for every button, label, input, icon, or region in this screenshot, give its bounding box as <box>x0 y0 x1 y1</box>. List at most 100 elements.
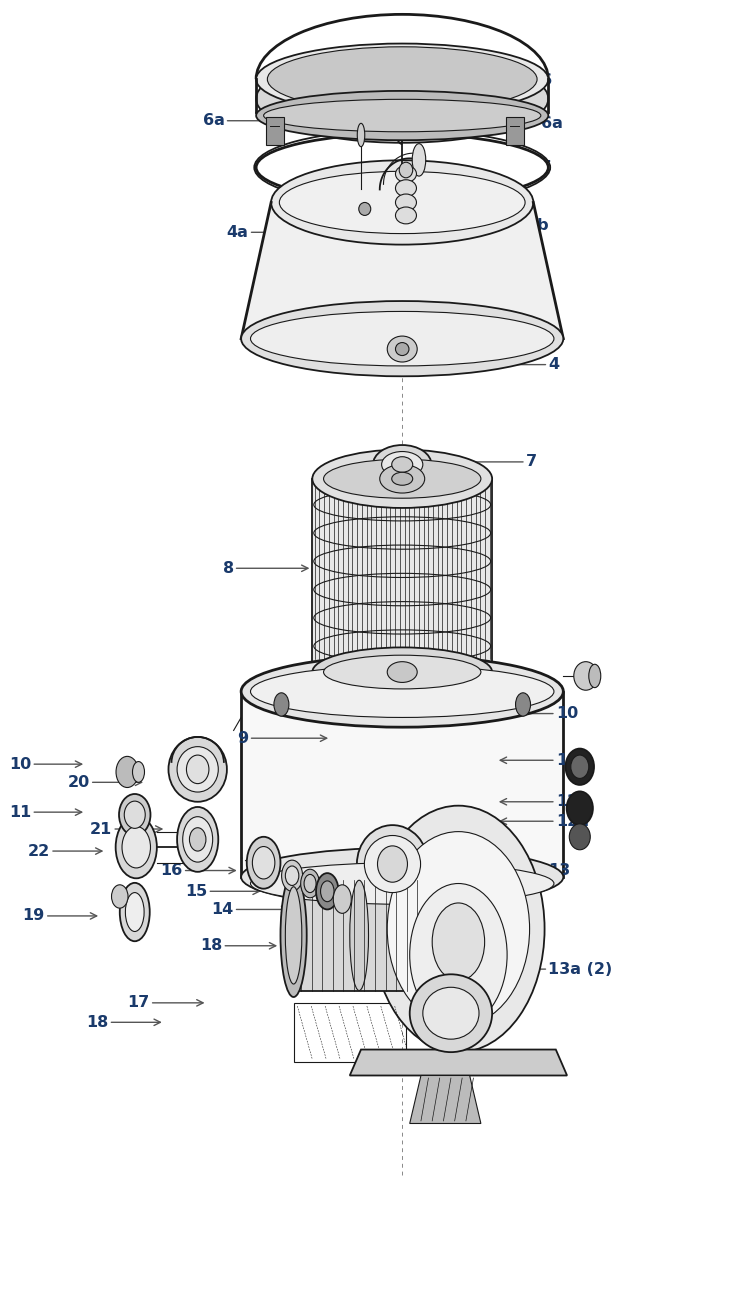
Polygon shape <box>312 478 492 672</box>
Polygon shape <box>241 692 563 878</box>
Ellipse shape <box>387 337 417 361</box>
Ellipse shape <box>574 662 598 690</box>
Ellipse shape <box>392 456 413 472</box>
Ellipse shape <box>120 883 150 941</box>
Ellipse shape <box>350 880 368 991</box>
Text: 1b: 1b <box>436 294 548 308</box>
Polygon shape <box>350 1049 567 1075</box>
Text: 5: 5 <box>468 160 552 176</box>
Ellipse shape <box>256 55 548 143</box>
Bar <box>293 880 425 991</box>
Text: 11: 11 <box>500 753 578 768</box>
Ellipse shape <box>378 846 408 883</box>
Ellipse shape <box>323 459 481 498</box>
Ellipse shape <box>132 762 144 783</box>
Ellipse shape <box>399 162 413 178</box>
Text: 15: 15 <box>185 884 259 898</box>
Text: 20: 20 <box>68 775 141 790</box>
Ellipse shape <box>381 451 423 477</box>
Ellipse shape <box>241 655 563 727</box>
Text: 10: 10 <box>9 757 82 772</box>
Ellipse shape <box>271 160 533 244</box>
Ellipse shape <box>372 806 544 1052</box>
Ellipse shape <box>281 861 302 892</box>
Text: 14: 14 <box>211 902 288 916</box>
Ellipse shape <box>396 207 417 224</box>
Text: 19: 19 <box>23 909 97 923</box>
Ellipse shape <box>250 863 554 905</box>
Ellipse shape <box>253 846 274 879</box>
Text: 12: 12 <box>500 794 578 810</box>
Ellipse shape <box>250 666 554 718</box>
Ellipse shape <box>357 826 428 903</box>
Text: 17: 17 <box>128 996 203 1010</box>
Ellipse shape <box>567 792 593 826</box>
Text: 6: 6 <box>470 73 552 88</box>
Ellipse shape <box>396 179 417 196</box>
Ellipse shape <box>241 848 563 906</box>
Ellipse shape <box>569 824 590 850</box>
Text: 4a: 4a <box>227 225 320 239</box>
Ellipse shape <box>396 165 417 182</box>
Ellipse shape <box>392 472 413 485</box>
Ellipse shape <box>410 884 507 1026</box>
Text: 6a: 6a <box>203 113 288 129</box>
Text: 4b: 4b <box>438 218 548 233</box>
Ellipse shape <box>241 302 563 376</box>
Ellipse shape <box>284 880 303 991</box>
Polygon shape <box>410 1075 481 1123</box>
Ellipse shape <box>316 874 338 910</box>
Text: 11: 11 <box>9 805 82 820</box>
Ellipse shape <box>190 828 206 852</box>
Ellipse shape <box>285 887 302 984</box>
Text: 6a: 6a <box>468 116 562 131</box>
Text: 13a (2): 13a (2) <box>461 962 613 976</box>
Text: 2: 2 <box>264 285 346 299</box>
Ellipse shape <box>126 893 144 932</box>
Ellipse shape <box>168 737 227 802</box>
Ellipse shape <box>387 662 417 683</box>
Ellipse shape <box>359 203 371 216</box>
Ellipse shape <box>119 794 150 836</box>
Ellipse shape <box>268 47 537 112</box>
Ellipse shape <box>304 875 316 893</box>
Ellipse shape <box>177 807 218 872</box>
Ellipse shape <box>247 837 280 889</box>
Ellipse shape <box>365 836 420 893</box>
Text: 1c: 1c <box>436 309 547 324</box>
Text: 1a: 1a <box>436 278 547 292</box>
Ellipse shape <box>124 801 145 828</box>
Text: 18: 18 <box>86 1015 160 1030</box>
Ellipse shape <box>571 755 589 779</box>
Ellipse shape <box>116 816 157 879</box>
Ellipse shape <box>183 816 213 862</box>
Ellipse shape <box>410 974 492 1052</box>
Ellipse shape <box>320 881 334 902</box>
Ellipse shape <box>274 693 289 716</box>
Ellipse shape <box>264 99 541 131</box>
Text: 9: 9 <box>238 731 326 746</box>
Ellipse shape <box>566 749 594 785</box>
Ellipse shape <box>412 144 426 176</box>
Ellipse shape <box>312 450 492 508</box>
Ellipse shape <box>333 885 351 914</box>
Ellipse shape <box>301 870 320 898</box>
Ellipse shape <box>323 655 481 689</box>
Ellipse shape <box>116 757 138 788</box>
Ellipse shape <box>256 91 548 140</box>
Text: 21: 21 <box>90 822 162 836</box>
Text: 1: 1 <box>432 259 537 273</box>
Text: 10: 10 <box>500 706 578 722</box>
Ellipse shape <box>262 139 543 196</box>
Ellipse shape <box>250 312 554 365</box>
Ellipse shape <box>280 874 307 997</box>
Ellipse shape <box>312 647 492 697</box>
Ellipse shape <box>177 746 218 792</box>
Ellipse shape <box>423 987 479 1039</box>
Text: 22: 22 <box>28 844 102 858</box>
Ellipse shape <box>256 134 548 202</box>
Ellipse shape <box>373 445 432 484</box>
Text: 12a: 12a <box>500 814 589 828</box>
Ellipse shape <box>589 664 601 688</box>
Text: 7: 7 <box>442 455 537 469</box>
